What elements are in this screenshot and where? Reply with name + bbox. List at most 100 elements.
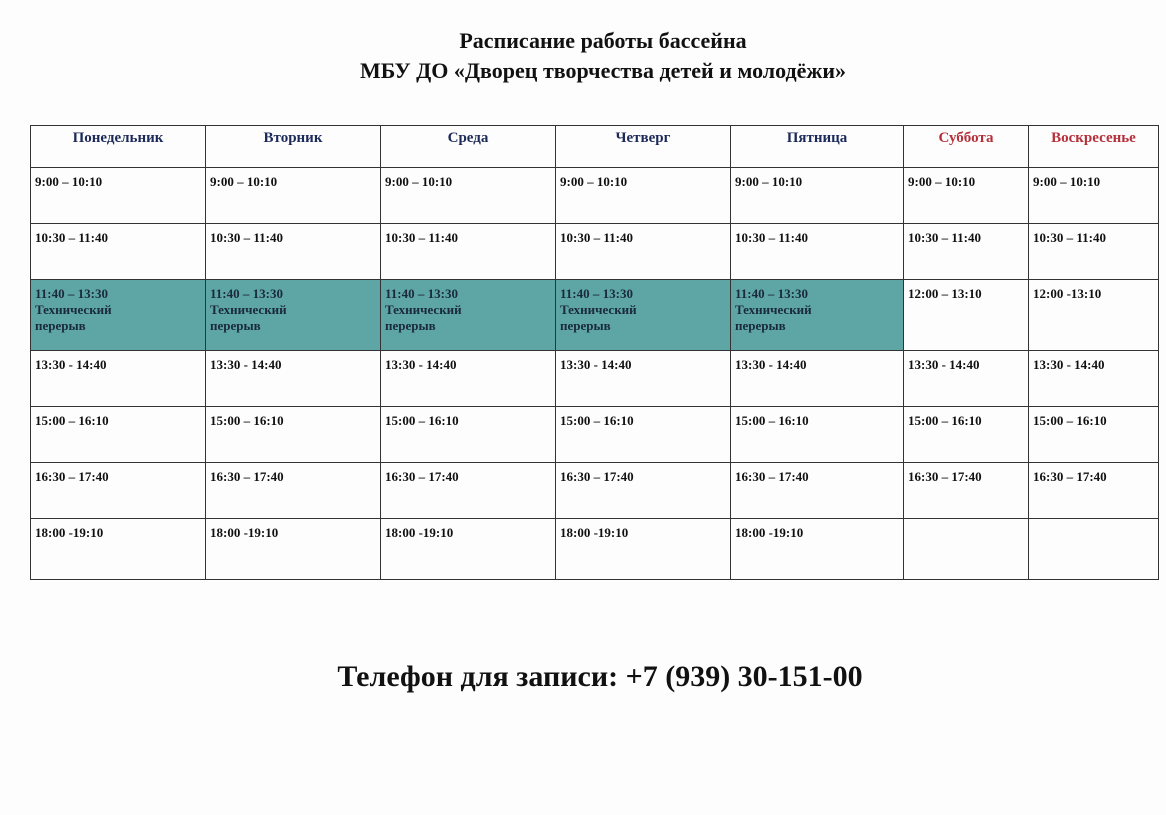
session-cell: 18:00 -19:10: [730, 518, 904, 580]
session-cell: 13:30 - 14:40: [1028, 350, 1159, 407]
session-time: 13:30 - 14:40: [1033, 357, 1105, 372]
session-cell: 13:30 - 14:40: [205, 350, 381, 407]
session-time: 12:00 – 13:10: [908, 286, 982, 301]
session-cell: 18:00 -19:10: [380, 518, 556, 580]
session-time: 10:30 – 11:40: [560, 230, 633, 245]
session-cell: 10:30 – 11:40: [30, 223, 206, 280]
session-time: 11:40 – 13:30: [385, 286, 458, 301]
schedule-row: 9:00 – 10:10 9:00 – 10:10 9:00 – 10:10 9:00…: [30, 167, 1159, 224]
break-note: Технический перерыв: [385, 302, 462, 333]
session-cell: 9:00 – 10:10: [30, 167, 206, 224]
break-note: Технический перерыв: [735, 302, 812, 333]
session-cell: 16:30 – 17:40: [903, 462, 1029, 519]
session-time: 16:30 – 17:40: [1033, 469, 1107, 484]
session-cell: 9:00 – 10:10: [903, 167, 1029, 224]
break-cell: 11:40 – 13:30 Технический перерыв: [555, 279, 731, 351]
session-cell: 18:00 -19:10: [205, 518, 381, 580]
document-title: Расписание работы бассейна: [459, 28, 747, 53]
organization-name: МБУ ДО «Дворец творчества детей и молодё…: [359, 58, 847, 83]
session-cell: 10:30 – 11:40: [903, 223, 1029, 280]
schedule-table: Понедельник Вторник Среда Четверг Пятница Суб…: [30, 125, 1159, 580]
break-cell: 11:40 – 13:30 Технический перерыв: [380, 279, 556, 351]
session-cell: 9:00 – 10:10: [380, 167, 556, 224]
day-header: Пятница: [730, 125, 904, 168]
session-time: 10:30 – 11:40: [385, 230, 458, 245]
session-cell: [903, 518, 1029, 580]
day-header: Вторник: [205, 125, 381, 168]
session-time: 9:00 – 10:10: [35, 174, 103, 189]
session-cell: 13:30 - 14:40: [903, 350, 1029, 407]
session-cell: 10:30 – 11:40: [1028, 223, 1159, 280]
session-cell: 10:30 – 11:40: [555, 223, 731, 280]
schedule-row: 13:30 - 14:40 13:30 - 14:40 13:30 - 14:40 1…: [30, 350, 1159, 407]
session-time: 12:00 -13:10: [1033, 286, 1102, 301]
session-time: 9:00 – 10:10: [560, 174, 628, 189]
schedule-row: 18:00 -19:10 18:00 -19:10 18:00 -19:10 18:0…: [30, 518, 1159, 580]
session-cell: 15:00 – 16:10: [555, 406, 731, 463]
session-cell: 15:00 – 16:10: [730, 406, 904, 463]
session-time: 9:00 – 10:10: [908, 174, 976, 189]
break-cell: 11:40 – 13:30 Технический перерыв: [30, 279, 206, 351]
session-time: 13:30 - 14:40: [560, 357, 632, 372]
session-cell: 10:30 – 11:40: [380, 223, 556, 280]
header-row: Понедельник Вторник Среда Четверг Пятница Суб…: [30, 125, 1159, 168]
session-time: 13:30 - 14:40: [385, 357, 457, 372]
session-time: 15:00 – 16:10: [908, 413, 982, 428]
session-time: 9:00 – 10:10: [385, 174, 453, 189]
day-header: Четверг: [555, 125, 731, 168]
session-cell: 13:30 - 14:40: [380, 350, 556, 407]
schedule-row: 11:40 – 13:30 Технический перерыв 11:40 – …: [30, 279, 1159, 351]
session-time: 10:30 – 11:40: [210, 230, 283, 245]
break-cell: 11:40 – 13:30 Технический перерыв: [205, 279, 381, 351]
session-time: 15:00 – 16:10: [560, 413, 634, 428]
phone-line: Телефон для записи: +7 (939) 30-151-00: [337, 660, 863, 693]
session-time: 9:00 – 10:10: [1033, 174, 1101, 189]
session-cell: 18:00 -19:10: [30, 518, 206, 580]
session-cell: 9:00 – 10:10: [730, 167, 904, 224]
session-cell: 16:30 – 17:40: [1028, 462, 1159, 519]
session-time: 16:30 – 17:40: [560, 469, 634, 484]
session-cell: 13:30 - 14:40: [555, 350, 731, 407]
session-cell: 10:30 – 11:40: [730, 223, 904, 280]
session-cell: 13:30 - 14:40: [730, 350, 904, 407]
session-time: 16:30 – 17:40: [908, 469, 982, 484]
session-time: 13:30 - 14:40: [908, 357, 980, 372]
session-cell: 15:00 – 16:10: [205, 406, 381, 463]
session-time: 13:30 - 14:40: [735, 357, 807, 372]
day-header: Воскресенье: [1028, 125, 1159, 168]
session-time: 11:40 – 13:30: [35, 286, 108, 301]
session-cell: 9:00 – 10:10: [555, 167, 731, 224]
day-header: Понедельник: [30, 125, 206, 168]
session-cell: 12:00 – 13:10: [903, 279, 1029, 351]
schedule-row: 15:00 – 16:10 15:00 – 16:10 15:00 – 16:10 1…: [30, 406, 1159, 463]
session-cell: 10:30 – 11:40: [205, 223, 381, 280]
session-time: 15:00 – 16:10: [1033, 413, 1107, 428]
session-time: 16:30 – 17:40: [35, 469, 109, 484]
session-time: 16:30 – 17:40: [210, 469, 284, 484]
session-time: 18:00 -19:10: [35, 525, 104, 540]
session-cell: 9:00 – 10:10: [1028, 167, 1159, 224]
session-time: 10:30 – 11:40: [1033, 230, 1106, 245]
session-time: 18:00 -19:10: [385, 525, 454, 540]
session-time: 11:40 – 13:30: [210, 286, 283, 301]
session-time: 15:00 – 16:10: [735, 413, 809, 428]
session-time: 10:30 – 11:40: [908, 230, 981, 245]
session-time: 10:30 – 11:40: [735, 230, 808, 245]
session-cell: 18:00 -19:10: [555, 518, 731, 580]
session-cell: 12:00 -13:10: [1028, 279, 1159, 351]
session-time: 18:00 -19:10: [210, 525, 279, 540]
break-note: Технический перерыв: [210, 302, 287, 333]
day-header: Среда: [380, 125, 556, 168]
session-time: 13:30 - 14:40: [210, 357, 282, 372]
session-cell: 15:00 – 16:10: [380, 406, 556, 463]
session-time: 18:00 -19:10: [735, 525, 804, 540]
day-header: Суббота: [903, 125, 1029, 168]
session-time: 15:00 – 16:10: [210, 413, 284, 428]
break-note: Технический перерыв: [35, 302, 112, 333]
session-cell: [1028, 518, 1159, 580]
session-time: 16:30 – 17:40: [385, 469, 459, 484]
schedule-row: 16:30 – 17:40 16:30 – 17:40 16:30 – 17:40 1…: [30, 462, 1159, 519]
schedule-row: 10:30 – 11:40 10:30 – 11:40 10:30 – 11:40 1…: [30, 223, 1159, 280]
session-time: 9:00 – 10:10: [210, 174, 278, 189]
session-cell: 15:00 – 16:10: [903, 406, 1029, 463]
